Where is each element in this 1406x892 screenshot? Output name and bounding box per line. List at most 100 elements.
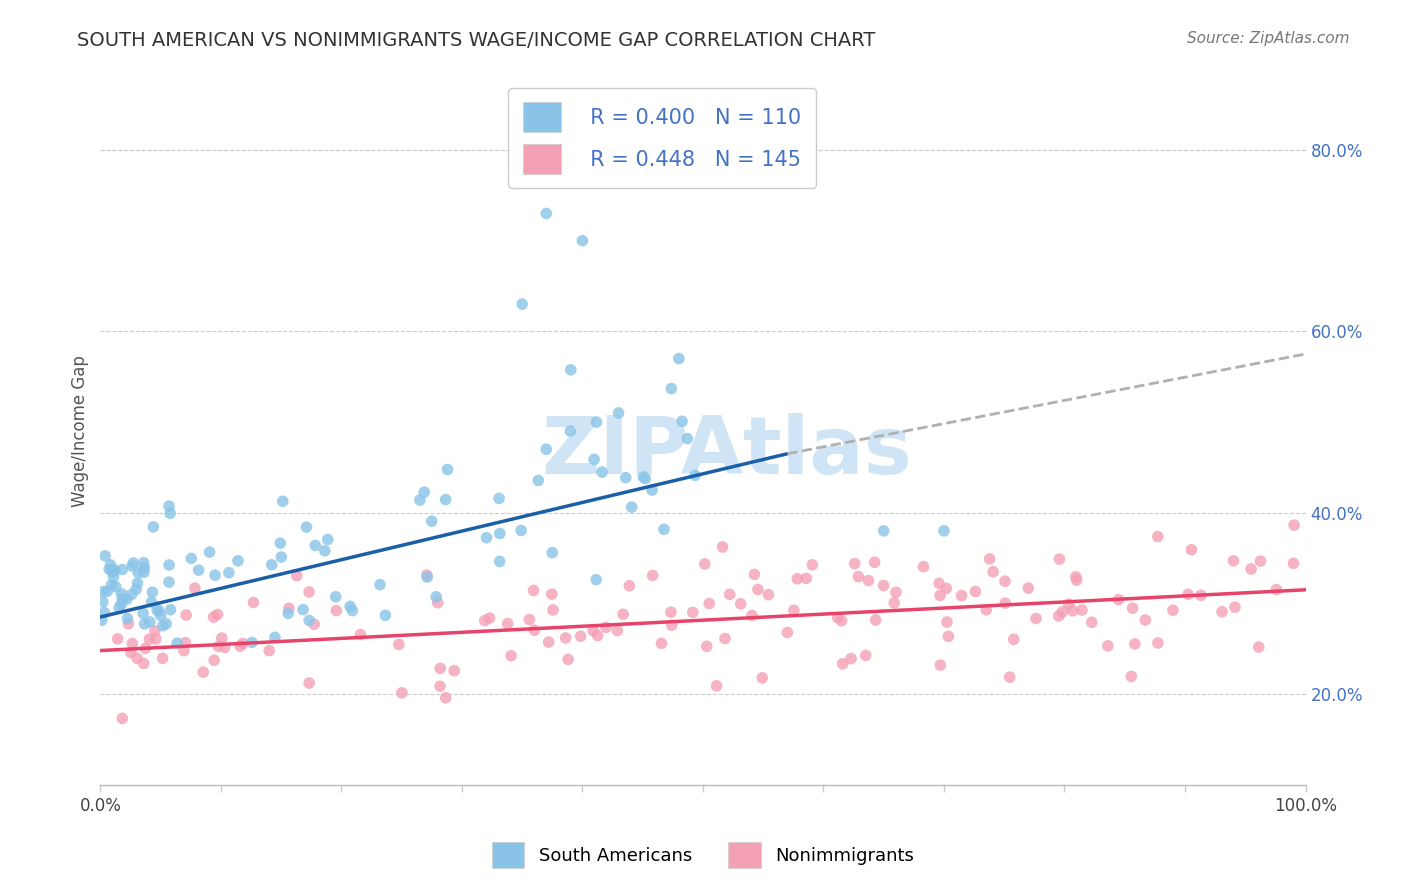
- Text: Source: ZipAtlas.com: Source: ZipAtlas.com: [1187, 31, 1350, 46]
- Point: [204, 568, 226, 582]
- Point: [671, 414, 693, 428]
- Point: [929, 658, 952, 673]
- Point: [606, 624, 628, 638]
- Point: [554, 631, 576, 645]
- Point: [242, 595, 264, 609]
- Point: [349, 627, 371, 641]
- Point: [1071, 603, 1094, 617]
- Point: [159, 506, 181, 520]
- Point: [198, 545, 221, 559]
- Point: [794, 571, 817, 585]
- Point: [607, 406, 630, 420]
- Point: [391, 686, 413, 700]
- Point: [298, 614, 321, 628]
- Point: [1047, 609, 1070, 624]
- Point: [510, 297, 533, 311]
- Point: [474, 614, 496, 628]
- Point: [585, 415, 607, 429]
- Point: [595, 620, 617, 634]
- Point: [257, 643, 280, 657]
- Y-axis label: Wage/Income Gap: Wage/Income Gap: [72, 355, 89, 507]
- Point: [110, 597, 132, 611]
- Point: [541, 546, 564, 560]
- Point: [374, 608, 396, 623]
- Point: [620, 500, 643, 515]
- Point: [226, 554, 249, 568]
- Point: [1123, 637, 1146, 651]
- Point: [1265, 582, 1288, 597]
- Point: [1189, 588, 1212, 602]
- Point: [872, 578, 894, 592]
- Point: [155, 616, 177, 631]
- Point: [134, 560, 156, 574]
- Point: [339, 599, 361, 614]
- Point: [718, 587, 741, 601]
- Point: [650, 636, 672, 650]
- Point: [157, 558, 180, 572]
- Point: [1064, 570, 1087, 584]
- Point: [277, 601, 299, 615]
- Point: [100, 578, 122, 592]
- Point: [342, 604, 364, 618]
- Point: [998, 670, 1021, 684]
- Point: [488, 491, 510, 506]
- Point: [436, 462, 458, 476]
- Point: [1161, 603, 1184, 617]
- Point: [1080, 615, 1102, 630]
- Point: [141, 595, 163, 609]
- Point: [100, 563, 122, 577]
- Point: [229, 639, 252, 653]
- Point: [187, 563, 209, 577]
- Point: [202, 653, 225, 667]
- Point: [569, 629, 592, 643]
- Point: [929, 589, 952, 603]
- Point: [1122, 601, 1144, 615]
- Point: [540, 587, 562, 601]
- Point: [117, 611, 139, 625]
- Point: [1066, 573, 1088, 587]
- Point: [111, 591, 134, 606]
- Point: [325, 603, 347, 617]
- Point: [831, 657, 853, 671]
- Point: [541, 603, 564, 617]
- Point: [134, 617, 156, 632]
- Point: [1002, 632, 1025, 647]
- Point: [134, 641, 156, 656]
- Point: [141, 585, 163, 599]
- Point: [298, 676, 321, 690]
- Point: [90, 613, 112, 627]
- Point: [979, 552, 1001, 566]
- Point: [202, 610, 225, 624]
- Text: ZIPAtlas: ZIPAtlas: [541, 413, 912, 491]
- Point: [211, 631, 233, 645]
- Point: [316, 533, 339, 547]
- Point: [846, 570, 869, 584]
- Point: [855, 648, 877, 663]
- Point: [714, 632, 737, 646]
- Point: [111, 711, 134, 725]
- Point: [93, 584, 115, 599]
- Point: [912, 559, 935, 574]
- Point: [277, 607, 299, 621]
- Point: [839, 651, 862, 665]
- Point: [633, 470, 655, 484]
- Point: [125, 582, 148, 597]
- Point: [157, 499, 180, 513]
- Point: [413, 485, 436, 500]
- Point: [214, 640, 236, 655]
- Point: [121, 587, 143, 601]
- Point: [510, 524, 533, 538]
- Point: [271, 494, 294, 508]
- Point: [965, 584, 987, 599]
- Point: [536, 206, 558, 220]
- Point: [180, 551, 202, 566]
- Point: [157, 575, 180, 590]
- Point: [264, 630, 287, 644]
- Point: [104, 564, 127, 578]
- Point: [104, 580, 127, 594]
- Point: [1146, 530, 1168, 544]
- Point: [420, 514, 443, 528]
- Point: [747, 582, 769, 597]
- Point: [827, 610, 849, 624]
- Point: [1135, 613, 1157, 627]
